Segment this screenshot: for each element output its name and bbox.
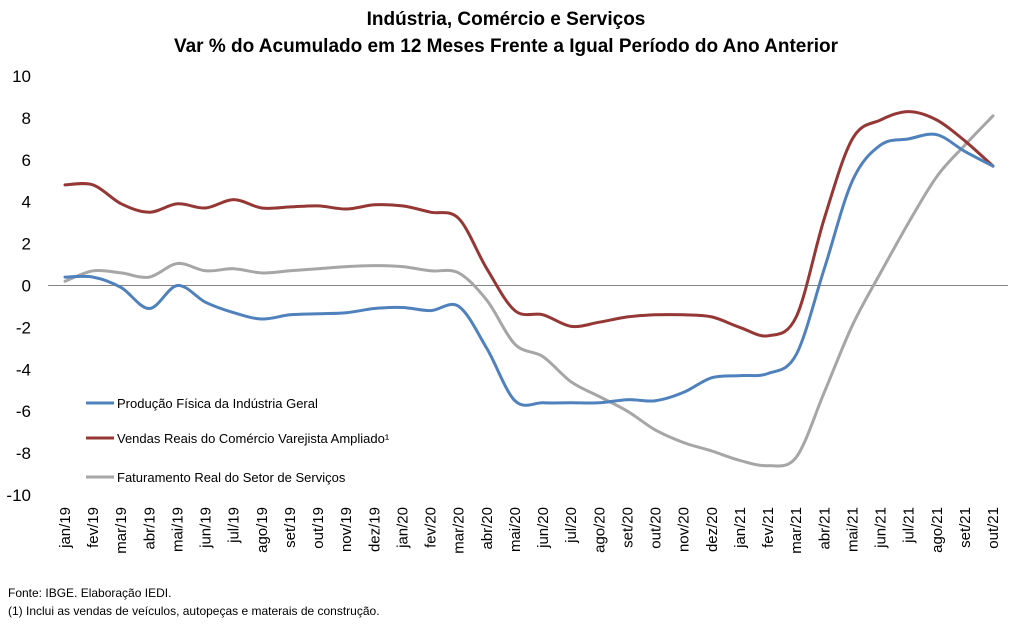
y-tick-label: -8 — [16, 444, 31, 463]
y-tick-label: -6 — [16, 402, 31, 421]
x-tick-label: out/21 — [985, 507, 1002, 549]
legend-label: Vendas Reais do Comércio Varejista Ampli… — [117, 431, 390, 446]
x-tick-label: jan/20 — [394, 507, 411, 549]
x-tick-label: jun/20 — [535, 507, 552, 549]
x-tick-label: set/20 — [619, 507, 636, 548]
y-axis-ticks: 10 8 6 4 2 0 -2 -4 -6 -8 -10 — [6, 67, 31, 505]
x-tick-label: dez/20 — [704, 507, 721, 552]
x-tick-label: abr/20 — [479, 507, 496, 550]
x-tick-label: out/19 — [310, 507, 327, 549]
legend: Produção Física da Indústria Geral Vendas… — [86, 396, 390, 485]
x-tick-label: abr/19 — [141, 507, 158, 550]
x-tick-label: nov/20 — [676, 507, 693, 552]
x-tick-label: mai/19 — [169, 507, 186, 552]
x-tick-label: fev/21 — [760, 507, 777, 548]
x-tick-label: jan/19 — [57, 507, 74, 549]
series-line-2 — [63, 110, 995, 338]
legend-label: Faturamento Real do Setor de Serviços — [117, 470, 346, 485]
x-tick-label: set/21 — [957, 507, 974, 548]
footnote: (1) Inclui as vendas de veículos, autope… — [8, 604, 380, 618]
y-tick-label: 8 — [22, 109, 31, 128]
y-tick-label: -4 — [16, 360, 31, 379]
source-note: Fonte: IBGE. Elaboração IEDI. — [8, 586, 172, 600]
x-axis-ticks: jan/19 fev/19 mar/19 abr/19 mai/19 jun/19 jul/… — [57, 507, 1002, 554]
chart-title-line-2: Var % do Acumulado em 12 Meses Frente a … — [173, 36, 839, 57]
x-tick-label: mar/20 — [451, 507, 468, 554]
x-tick-label: jul/19 — [226, 507, 243, 544]
x-tick-label: fev/19 — [85, 507, 102, 548]
series-lines — [63, 110, 995, 468]
y-tick-label: 10 — [12, 67, 31, 86]
y-tick-label: -10 — [6, 486, 31, 505]
x-tick-label: ago/19 — [254, 507, 271, 553]
series-line-1 — [63, 132, 995, 407]
x-tick-label: mar/19 — [113, 507, 130, 554]
x-tick-label: jun/19 — [198, 507, 215, 549]
footer: Fonte: IBGE. Elaboração IEDI. (1) Inclui… — [8, 584, 380, 620]
x-tick-label: set/19 — [282, 507, 299, 548]
x-tick-label: mai/21 — [844, 507, 861, 552]
chart-title: Indústria, Comércio e Serviços Var % do … — [0, 6, 1012, 60]
x-tick-label: jun/21 — [873, 507, 890, 549]
x-tick-label: ago/21 — [929, 507, 946, 553]
x-tick-label: ago/20 — [591, 507, 608, 553]
x-tick-label: mar/21 — [788, 507, 805, 554]
x-tick-label: mai/20 — [507, 507, 524, 552]
y-tick-label: 2 — [22, 235, 31, 254]
x-tick-label: out/20 — [648, 507, 665, 549]
x-tick-label: abr/21 — [816, 507, 833, 550]
legend-label: Produção Física da Indústria Geral — [117, 396, 318, 411]
y-tick-label: -2 — [16, 318, 31, 337]
y-tick-label: 6 — [22, 151, 31, 170]
chart-title-line-1: Indústria, Comércio e Serviços — [366, 9, 646, 30]
y-tick-label: 4 — [22, 193, 31, 212]
series-line-3 — [63, 114, 995, 468]
x-tick-label: fev/20 — [423, 507, 440, 548]
x-tick-label: dez/19 — [366, 507, 383, 552]
y-tick-label: 0 — [22, 277, 31, 296]
x-tick-label: jul/21 — [901, 507, 918, 544]
x-tick-label: jan/21 — [732, 507, 749, 549]
x-tick-label: jul/20 — [563, 507, 580, 544]
x-tick-label: nov/19 — [338, 507, 355, 552]
